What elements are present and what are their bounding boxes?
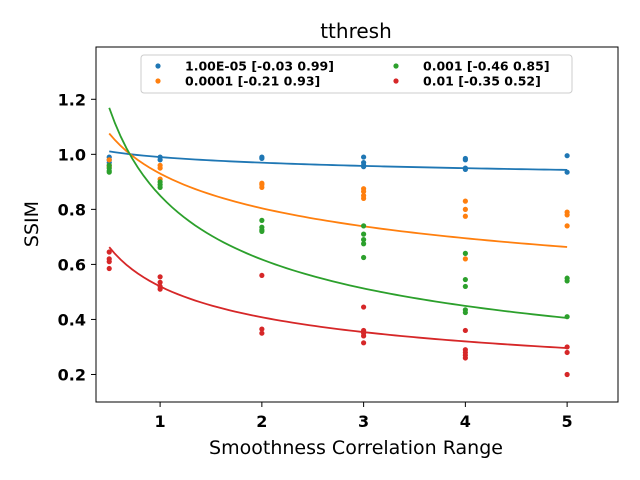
legend-box: [140, 54, 573, 94]
y-tick-label: 0.4: [58, 310, 86, 329]
data-point: [106, 249, 112, 255]
x-axis: 1 2 3 4 5: [155, 402, 573, 431]
data-point: [462, 276, 468, 283]
legend-item: 1.00E-05 [-0.03 0.99]: [155, 59, 334, 74]
x-tick-label: 5: [562, 412, 573, 431]
data-point: [361, 188, 367, 195]
data-point: [361, 254, 367, 261]
data-point: [462, 250, 468, 256]
data-point: [462, 283, 468, 290]
data-point: [361, 333, 367, 339]
data-point: [462, 256, 468, 262]
y-tick-label: 0.6: [58, 255, 86, 274]
legend-label: 0.0001 [-0.21 0.93]: [185, 74, 320, 89]
data-point: [462, 327, 468, 334]
data-point: [106, 265, 112, 272]
legend-marker: [155, 63, 161, 69]
data-point: [157, 157, 163, 163]
data-point: [361, 340, 367, 346]
y-tick-label: 1.0: [58, 145, 86, 164]
data-point: [564, 278, 570, 284]
data-point: [157, 274, 163, 280]
y-axis: 0.2 0.4 0.6 0.8 1.0 1.2: [58, 90, 96, 384]
data-point: [259, 228, 265, 234]
data-point: [361, 154, 367, 160]
series-2: [106, 107, 570, 320]
data-point: [259, 330, 265, 336]
legend-item: 0.001 [-0.46 0.85]: [393, 59, 550, 74]
plot-frame: [95, 46, 619, 403]
x-tick-label: 1: [155, 412, 166, 431]
data-point: [361, 231, 367, 237]
data-point: [259, 272, 265, 279]
data-point: [462, 309, 468, 316]
data-point: [106, 169, 112, 175]
legend-marker: [393, 63, 399, 69]
legend-marker: [155, 78, 161, 84]
y-tick-label: 1.2: [58, 90, 86, 109]
data-point: [564, 153, 570, 159]
x-tick-label: 2: [256, 412, 267, 431]
data-point: [157, 165, 163, 171]
data-point: [564, 212, 570, 218]
fit-line: [108, 132, 568, 248]
fit-line: [109, 150, 568, 171]
data-point: [462, 206, 468, 212]
data-point: [259, 155, 265, 162]
fit-line: [108, 246, 568, 349]
data-point: [564, 371, 570, 378]
legend-label: 0.01 [-0.35 0.52]: [423, 74, 541, 89]
legend-item: 0.0001 [-0.21 0.93]: [155, 74, 320, 89]
data-point: [157, 184, 163, 190]
legend: 1.00E-05 [-0.03 0.99]0.0001 [-0.21 0.93]…: [140, 54, 573, 94]
data-point: [259, 326, 265, 332]
data-point: [361, 241, 367, 247]
data-point: [564, 223, 570, 229]
data-point: [564, 169, 570, 175]
data-point: [259, 184, 265, 190]
legend-label: 0.001 [-0.46 0.85]: [423, 59, 550, 74]
data-point: [361, 195, 367, 201]
x-tick-label: 3: [358, 412, 369, 431]
data-point: [462, 198, 468, 204]
series-1: [106, 132, 570, 262]
legend-item: 0.01 [-0.35 0.52]: [393, 74, 541, 89]
fit-line: [108, 107, 568, 319]
y-axis-label: SSIM: [21, 201, 43, 247]
data-point: [462, 355, 468, 361]
y-tick-label: 0.2: [58, 365, 86, 384]
series-3: [106, 246, 570, 378]
data-point: [462, 157, 468, 163]
x-tick-label: 4: [460, 412, 471, 431]
plot-area: [106, 107, 570, 378]
data-point: [361, 237, 367, 243]
data-point: [361, 223, 367, 229]
y-tick-label: 0.8: [58, 200, 86, 219]
data-point: [361, 304, 367, 310]
data-point: [259, 217, 265, 223]
data-point: [564, 349, 570, 356]
data-point: [157, 279, 163, 285]
data-point: [462, 213, 468, 219]
x-axis-label: Smoothness Correlation Range: [209, 437, 503, 459]
legend-label: 1.00E-05 [-0.03 0.99]: [185, 59, 334, 74]
data-point: [106, 259, 112, 265]
data-point: [106, 157, 112, 163]
chart-title: tthresh: [320, 19, 392, 43]
legend-marker: [393, 78, 399, 84]
